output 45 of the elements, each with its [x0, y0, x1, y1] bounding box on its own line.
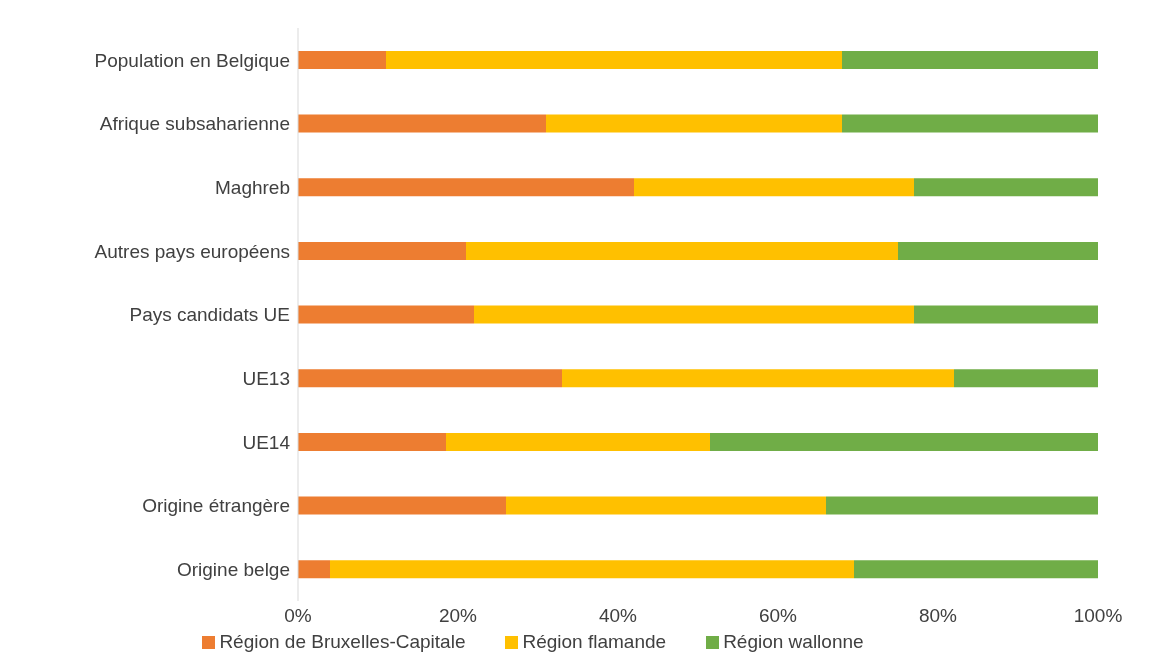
bar	[330, 560, 854, 579]
y-tick-label: UE13	[242, 367, 290, 389]
x-tick-label: 0%	[284, 605, 312, 627]
bar	[298, 496, 506, 515]
legend-label: Région flamande	[522, 631, 667, 652]
bar	[562, 369, 954, 388]
bar	[842, 50, 1098, 69]
bar	[854, 560, 1098, 579]
legend-label: Région de Bruxelles-Capitale	[219, 631, 466, 652]
y-tick-label: UE14	[242, 431, 291, 453]
x-tick-label: 80%	[918, 605, 958, 627]
y-tick-label: Pays candidats UE	[129, 304, 290, 326]
x-tick-label: 100%	[1073, 605, 1123, 627]
y-tick-label: Autres pays européens	[94, 240, 290, 262]
bar	[298, 50, 386, 69]
bar	[898, 241, 1098, 260]
y-tick-label: Origine belge	[176, 558, 290, 580]
bar	[298, 178, 634, 197]
bar	[466, 241, 898, 260]
bar	[298, 305, 474, 324]
bar	[298, 369, 562, 388]
bar	[914, 178, 1098, 197]
y-tick-label: Afrique subsaharienne	[99, 113, 290, 135]
y-tick-label: Origine étrangère	[142, 495, 290, 517]
bar	[710, 432, 1098, 451]
bar	[298, 114, 546, 133]
y-tick-label: Maghreb	[215, 176, 290, 198]
legend-label: Région wallonne	[723, 631, 864, 652]
bar	[842, 114, 1098, 133]
bar	[474, 305, 914, 324]
x-tick-label: 40%	[598, 605, 638, 627]
x-tick-label: 20%	[438, 605, 478, 627]
bar	[298, 432, 446, 451]
bar	[506, 496, 826, 515]
x-tick-label: 60%	[758, 605, 798, 627]
bar	[298, 560, 330, 579]
bar	[546, 114, 842, 133]
y-tick-label: Population en Belgique	[94, 49, 290, 71]
bar	[954, 369, 1098, 388]
bar	[446, 432, 710, 451]
bar	[386, 50, 842, 69]
bar	[826, 496, 1098, 515]
bar	[298, 241, 466, 260]
bar	[634, 178, 914, 197]
bar	[914, 305, 1098, 324]
